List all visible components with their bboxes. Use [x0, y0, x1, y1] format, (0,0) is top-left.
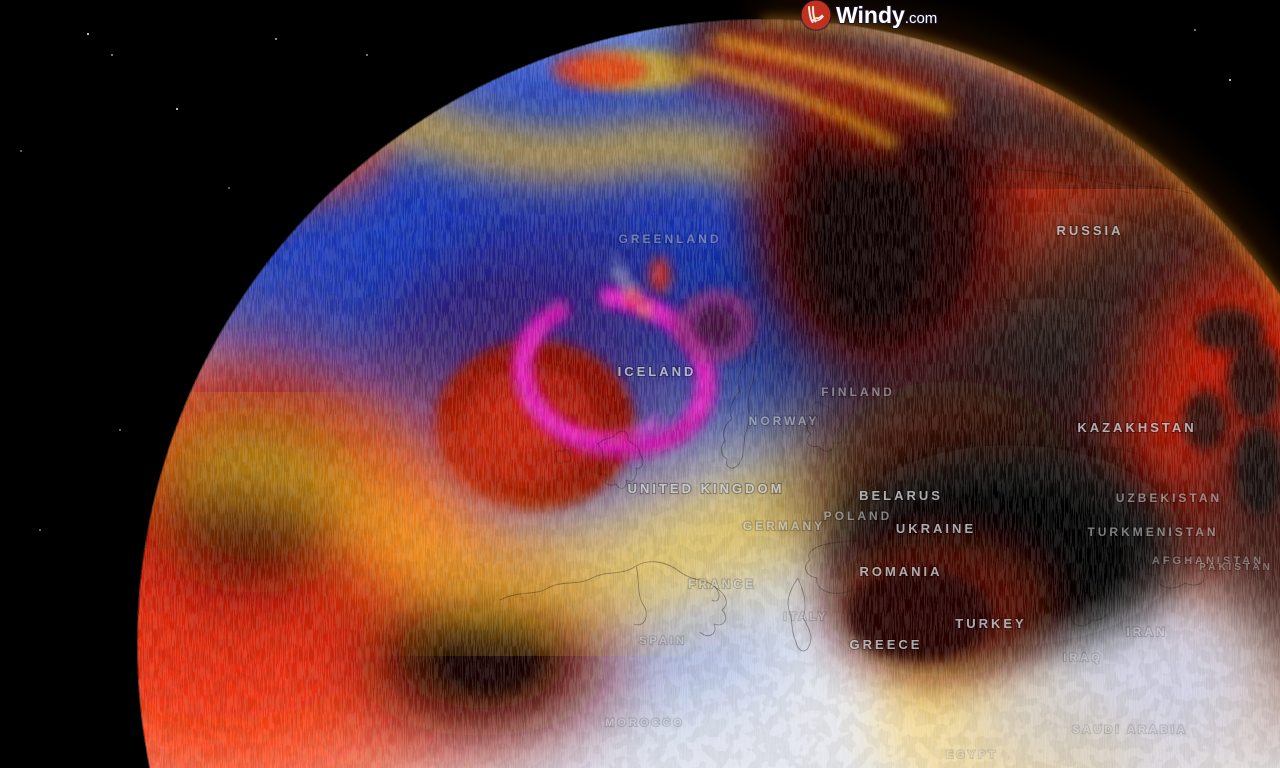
svg-text:TURKEY: TURKEY [955, 616, 1026, 631]
svg-text:ICELAND: ICELAND [618, 364, 697, 379]
svg-text:UKRAINE: UKRAINE [896, 521, 976, 536]
svg-text:IRAN: IRAN [1126, 625, 1167, 639]
svg-text:UNITED KINGDOM: UNITED KINGDOM [628, 481, 785, 496]
svg-text:NORWAY: NORWAY [749, 414, 820, 428]
svg-text:PAKISTAN: PAKISTAN [1199, 562, 1273, 573]
svg-text:SPAIN: SPAIN [639, 635, 687, 647]
svg-text:IRAQ: IRAQ [1063, 652, 1103, 664]
svg-text:RUSSIA: RUSSIA [1056, 223, 1123, 238]
svg-text:FINLAND: FINLAND [821, 385, 895, 399]
svg-text:TURKMENISTAN: TURKMENISTAN [1087, 525, 1218, 539]
svg-text:UZBEKISTAN: UZBEKISTAN [1116, 491, 1222, 505]
svg-text:BELARUS: BELARUS [859, 488, 943, 503]
svg-text:FRANCE: FRANCE [688, 577, 756, 591]
svg-text:GREECE: GREECE [850, 637, 923, 652]
svg-text:GERMANY: GERMANY [743, 519, 825, 533]
svg-text:POLAND: POLAND [824, 509, 893, 523]
svg-text:ITALY: ITALY [784, 611, 829, 623]
svg-text:SAUDI ARABIA: SAUDI ARABIA [1072, 724, 1188, 736]
svg-text:MOROCCO: MOROCCO [605, 717, 685, 729]
svg-text:EGYPT: EGYPT [946, 749, 998, 761]
svg-text:GREENLAND: GREENLAND [618, 232, 721, 246]
svg-text:KAZAKHSTAN: KAZAKHSTAN [1077, 420, 1196, 435]
svg-text:ROMANIA: ROMANIA [859, 564, 942, 579]
